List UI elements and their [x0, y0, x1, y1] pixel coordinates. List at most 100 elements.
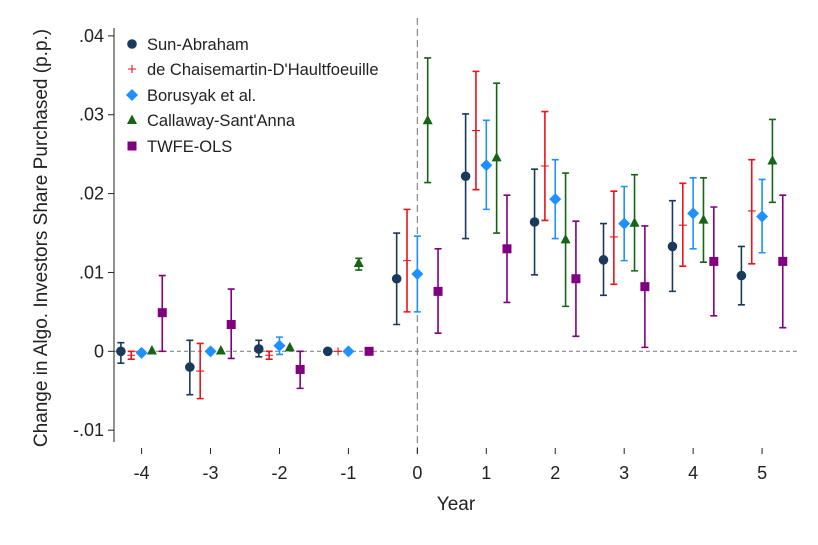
- data-point: [460, 171, 471, 182]
- data-point: [667, 241, 678, 252]
- series: [116, 57, 788, 400]
- data-point: [678, 221, 687, 230]
- data-point: [273, 339, 286, 352]
- data-point: [747, 206, 756, 215]
- legend-marker-shape: [127, 114, 137, 124]
- data-point: [411, 268, 424, 281]
- legend-item-callaway-santanna: Callaway-Sant'Anna: [127, 112, 296, 130]
- data-point: [265, 351, 274, 360]
- x-ticks: -4 -3 -2 -1 0 1 2 3 4 5: [134, 448, 767, 483]
- x-tick-label: -1: [340, 463, 356, 483]
- data-point: [698, 214, 709, 224]
- series-callaway-sant-anna: [146, 57, 778, 355]
- data-point: [284, 341, 295, 352]
- x-tick-label: 2: [550, 463, 560, 483]
- data-point: [767, 154, 778, 165]
- legend-item-twfe-ols: TWFE-OLS: [127, 138, 232, 156]
- data-point: [598, 255, 609, 265]
- x-tick-label: 5: [757, 463, 767, 483]
- data-point: [571, 274, 581, 284]
- legend-marker-sun-abraham: [127, 39, 137, 49]
- data-point: [127, 351, 136, 360]
- x-axis-title: Year: [437, 494, 476, 515]
- legend-marker-twfe-ols: [127, 141, 137, 151]
- data-point: [364, 346, 374, 356]
- x-tick-label: 4: [688, 463, 698, 483]
- data-point: [502, 244, 512, 254]
- data-point: [391, 273, 402, 284]
- data-point: [322, 346, 333, 357]
- data-point: [640, 282, 650, 292]
- legend-marker-de-chaisemartin: [128, 65, 136, 73]
- data-point: [687, 207, 700, 220]
- data-point: [215, 345, 226, 355]
- legend: Sun-Abraham de Chaisemartin-D'Haultfoeui…: [126, 36, 379, 156]
- data-point: [403, 256, 412, 265]
- x-tick-label: 0: [412, 463, 422, 483]
- data-point: [196, 367, 205, 376]
- y-ticks: -.01 0 .01 .02 .03 .04: [73, 26, 114, 440]
- data-point: [226, 320, 236, 330]
- data-point: [618, 217, 631, 230]
- data-point: [756, 210, 769, 223]
- data-point: [709, 256, 719, 266]
- data-point: [491, 151, 502, 162]
- y-tick-label: .02: [79, 184, 104, 204]
- x-tick-label: -3: [203, 463, 219, 483]
- data-point: [609, 232, 618, 241]
- data-point: [334, 347, 343, 356]
- legend-label-borusyak: Borusyak et al.: [147, 87, 256, 105]
- x-tick-label: 1: [481, 463, 491, 483]
- x-tick-label: -4: [134, 463, 150, 483]
- legend-label-twfe-ols: TWFE-OLS: [147, 138, 232, 156]
- y-tick-label: .01: [79, 262, 104, 282]
- data-point: [778, 256, 788, 266]
- legend-marker-borusyak: [126, 89, 138, 101]
- data-point: [480, 159, 493, 172]
- data-point: [540, 162, 549, 170]
- data-point: [422, 114, 433, 125]
- data-point: [116, 346, 126, 357]
- data-point: [471, 126, 480, 135]
- legend-marker-callaway-santanna: [127, 114, 137, 124]
- data-point: [185, 362, 195, 372]
- data-point: [736, 270, 747, 281]
- axes: [113, 28, 115, 442]
- series-borusyak-et-al-: [135, 119, 769, 359]
- y-tick-label: -.01: [73, 420, 104, 440]
- series-de-chaisemartin-d-haultfoeuille: [127, 70, 756, 400]
- reference-lines: [114, 18, 800, 458]
- legend-item-borusyak: Borusyak et al.: [126, 87, 256, 105]
- legend-marker-shape: [127, 39, 137, 49]
- data-point: [146, 345, 157, 355]
- y-tick-label: 0: [94, 341, 104, 361]
- series-sun-abraham: [116, 113, 747, 396]
- data-point: [295, 364, 305, 374]
- data-point: [560, 233, 571, 244]
- data-point: [549, 193, 562, 206]
- legend-label-de-chaisemartin: de Chaisemartin-D'Haultfoeuille: [147, 61, 379, 79]
- data-point: [157, 308, 167, 318]
- legend-label-sun-abraham: Sun-Abraham: [147, 36, 249, 54]
- x-tick-label: -2: [271, 463, 287, 483]
- data-point: [433, 286, 443, 296]
- data-point: [529, 217, 540, 227]
- y-tick-label: .04: [79, 26, 104, 46]
- data-point: [342, 345, 355, 358]
- data-point: [353, 257, 364, 267]
- legend-marker-shape: [126, 89, 138, 101]
- series-twfe-ols: [157, 194, 788, 390]
- y-tick-label: .03: [79, 105, 104, 125]
- x-tick-label: 3: [619, 463, 629, 483]
- legend-label-callaway-santanna: Callaway-Sant'Anna: [147, 112, 296, 130]
- legend-marker-shape: [127, 141, 137, 151]
- data-point: [204, 345, 217, 358]
- legend-item-sun-abraham: Sun-Abraham: [127, 36, 249, 54]
- data-point: [253, 344, 264, 354]
- y-axis-title: Change in Algo. Investors Share Purchase…: [31, 29, 52, 447]
- data-point: [135, 346, 148, 359]
- legend-marker-shape: [128, 65, 136, 73]
- data-point: [629, 217, 640, 227]
- legend-item-de-chaisemartin: de Chaisemartin-D'Haultfoeuille: [128, 61, 379, 79]
